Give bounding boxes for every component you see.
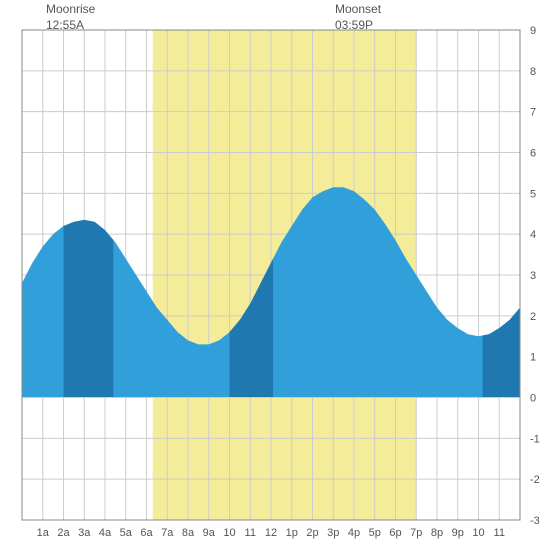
y-tick-label: 0	[530, 393, 536, 405]
y-tick-label: 6	[530, 148, 536, 160]
x-tick-label: 1p	[286, 527, 298, 539]
x-tick-label: 7p	[410, 527, 422, 539]
y-tick-label: 5	[530, 188, 536, 200]
x-tick-label: 9p	[452, 527, 464, 539]
y-tick-label: 1	[530, 352, 536, 364]
moonrise-time: 12:55A	[46, 18, 95, 34]
x-tick-label: 9a	[203, 527, 216, 539]
y-tick-label: -1	[530, 433, 540, 445]
x-tick-label: 4p	[348, 527, 360, 539]
moonset-time: 03:59P	[335, 18, 381, 34]
x-tick-label: 5p	[369, 527, 381, 539]
y-tick-label: 8	[530, 66, 536, 78]
x-tick-label: 3a	[78, 527, 91, 539]
x-tick-label: 3p	[327, 527, 339, 539]
x-tick-label: 2p	[306, 527, 318, 539]
x-tick-label: 7a	[161, 527, 174, 539]
x-tick-label: 2a	[57, 527, 70, 539]
tide-chart: Moonrise 12:55A Moonset 03:59P 1a2a3a4a5…	[0, 0, 550, 550]
x-tick-label: 5a	[120, 527, 133, 539]
moonrise-title: Moonrise	[46, 2, 95, 18]
x-tick-label: 11	[494, 527, 505, 539]
moonrise-label: Moonrise 12:55A	[46, 2, 95, 33]
y-tick-label: -2	[530, 474, 540, 486]
x-tick-label: 6a	[140, 527, 153, 539]
y-tick-label: 2	[530, 311, 536, 323]
moonset-title: Moonset	[335, 2, 381, 18]
x-tick-label: 4a	[99, 527, 112, 539]
x-tick-label: 8p	[431, 527, 443, 539]
x-tick-label: 1a	[37, 527, 50, 539]
y-tick-label: -3	[530, 515, 540, 527]
y-tick-label: 3	[530, 270, 536, 282]
x-tick-label: 12	[265, 527, 277, 539]
chart-svg: 1a2a3a4a5a6a7a8a9a1011121p2p3p4p5p6p7p8p…	[0, 0, 550, 550]
x-tick-label: 10	[472, 527, 484, 539]
x-tick-label: 10	[223, 527, 235, 539]
y-tick-label: 9	[530, 25, 536, 37]
x-tick-label: 6p	[389, 527, 401, 539]
moonset-label: Moonset 03:59P	[335, 2, 381, 33]
x-tick-label: 11	[245, 527, 256, 539]
x-tick-label: 8a	[182, 527, 195, 539]
y-tick-label: 4	[530, 229, 536, 241]
y-tick-label: 7	[530, 107, 536, 119]
